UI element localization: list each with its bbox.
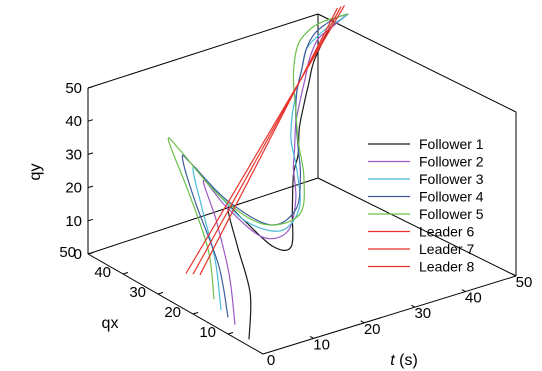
z-tick-mark — [87, 86, 94, 89]
back-wall-floor-edge — [87, 177, 319, 255]
t-tick-mark — [461, 289, 466, 293]
series-line-follower-5 — [167, 13, 349, 300]
z-tick-mark — [87, 185, 94, 189]
legend-item-leader-7: Leader 7 — [368, 241, 474, 257]
z-axis-title: qy — [27, 164, 44, 181]
legend-item-follower-3: Follower 3 — [368, 171, 484, 187]
qx-tick-label: 10 — [199, 324, 216, 341]
legend-label: Leader 8 — [419, 259, 474, 275]
legend-item-leader-8: Leader 8 — [368, 259, 474, 275]
qx-tick-mark — [122, 272, 129, 275]
qx-tick-mark — [227, 332, 234, 335]
x-axis-title-rest: (s) — [395, 352, 418, 369]
x-axis-title: t (s) — [390, 352, 418, 369]
t-tick-mark — [411, 304, 416, 308]
axes-box — [87, 13, 517, 355]
series-line-leader-8 — [185, 5, 346, 274]
legend-item-follower-5: Follower 5 — [368, 206, 484, 222]
qx-tick-label: 20 — [164, 304, 181, 321]
side-wall-top-edge — [317, 13, 517, 113]
series-line-follower-1 — [227, 13, 349, 340]
legend-item-follower-2: Follower 2 — [368, 154, 484, 170]
z-tick-label: 50 — [65, 80, 82, 97]
t-tick-label: 50 — [516, 274, 533, 291]
z-tick-label: 20 — [65, 180, 82, 197]
qx-tick-label: 50 — [59, 244, 76, 261]
t-tick-mark — [309, 335, 314, 339]
series-line-follower-3 — [192, 13, 349, 311]
t-tick-label: 30 — [414, 305, 431, 322]
z-tick-mark — [87, 152, 94, 155]
side-wall-floor-edge — [317, 177, 517, 277]
z-tick-label: 30 — [65, 146, 82, 163]
legend-item-follower-1: Follower 1 — [368, 136, 484, 152]
legend-label: Follower 5 — [419, 206, 484, 222]
series-line-leader-7 — [192, 6, 342, 275]
legend-item-follower-4: Follower 4 — [368, 189, 484, 205]
t-tick-mark — [259, 351, 264, 355]
z-tick-label: 0 — [74, 246, 82, 263]
y-axis-title: qx — [102, 315, 119, 332]
floor-t-edge — [262, 275, 517, 355]
back-wall-top-edge — [87, 13, 319, 89]
t-tick-mark — [360, 320, 365, 324]
qx-tick-mark — [192, 312, 199, 315]
qx-tick-mark — [157, 292, 164, 295]
t-tick-label: 40 — [465, 290, 482, 307]
t-tick-label: 0 — [267, 352, 275, 369]
series-line-leader-6 — [199, 7, 339, 276]
series-layer — [167, 5, 349, 340]
z-tick-label: 40 — [65, 113, 82, 130]
t-tick-mark — [512, 273, 517, 277]
legend-item-leader-6: Leader 6 — [368, 224, 474, 240]
x-axis-title-italic: t — [390, 352, 395, 369]
qx-tick-mark — [87, 252, 94, 255]
legend-label: Leader 6 — [419, 224, 474, 240]
floor-front-edge — [87, 253, 264, 355]
legend-label: Follower 3 — [419, 171, 484, 187]
qx-tick-label: 30 — [129, 284, 146, 301]
z-tick-mark — [87, 119, 94, 122]
legend-label: Leader 7 — [419, 241, 474, 257]
z-tick-mark — [87, 218, 94, 222]
qx-tick-label: 40 — [94, 264, 111, 281]
series-line-follower-4 — [181, 13, 349, 318]
legend-label: Follower 4 — [419, 189, 484, 205]
z-tick-label: 10 — [65, 213, 82, 230]
series-line-follower-2 — [202, 13, 349, 325]
legend-label: Follower 1 — [419, 136, 484, 152]
t-tick-label: 10 — [313, 336, 330, 353]
legend-label: Follower 2 — [419, 154, 484, 170]
t-tick-label: 20 — [364, 321, 381, 338]
